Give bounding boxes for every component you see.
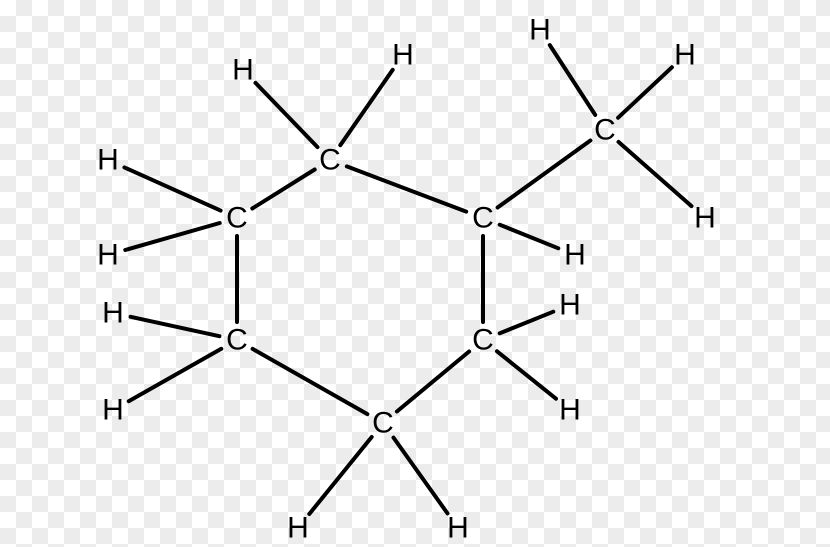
atom-label: H <box>559 289 581 322</box>
bond <box>497 351 556 398</box>
molecule-canvas: CCCCCCCHHHHHHHHHHHHHH <box>0 0 830 547</box>
bond <box>309 437 371 514</box>
bond <box>129 349 222 401</box>
atom-label: C <box>372 407 394 440</box>
bond <box>253 349 368 414</box>
bond <box>394 438 448 514</box>
molecule-svg: CCCCCCCHHHHHHHHHHHHHH <box>0 0 830 547</box>
atom-label: H <box>694 202 716 235</box>
atom-label: H <box>287 512 309 545</box>
atom-label: H <box>97 144 119 177</box>
bond <box>619 142 692 206</box>
bond <box>124 167 220 210</box>
bond <box>131 317 220 336</box>
atom-label: H <box>392 39 414 72</box>
atom-label: H <box>102 394 124 427</box>
bond <box>252 170 314 209</box>
bond <box>397 352 469 412</box>
bond <box>125 223 219 250</box>
atom-label: H <box>102 297 124 330</box>
bond <box>340 70 392 145</box>
atom-label: H <box>447 512 469 545</box>
atom-label: C <box>226 202 248 235</box>
atom-label: H <box>674 39 696 72</box>
bond <box>347 166 466 211</box>
atom-label: C <box>226 324 248 357</box>
atom-label: C <box>319 144 341 177</box>
bond <box>498 141 591 208</box>
atom-label: C <box>472 324 494 357</box>
bond <box>550 45 595 115</box>
atom-label: H <box>529 14 551 47</box>
bond <box>256 83 318 147</box>
bond <box>618 67 672 117</box>
atom-label: H <box>232 54 254 87</box>
atoms-group: CCCCCCCHHHHHHHHHHHHHH <box>97 14 716 545</box>
atom-label: H <box>564 239 586 272</box>
bond <box>500 312 554 334</box>
atom-label: H <box>97 239 119 272</box>
atom-label: C <box>472 202 494 235</box>
bond <box>500 225 559 249</box>
atom-label: H <box>559 394 581 427</box>
atom-label: C <box>594 114 616 147</box>
